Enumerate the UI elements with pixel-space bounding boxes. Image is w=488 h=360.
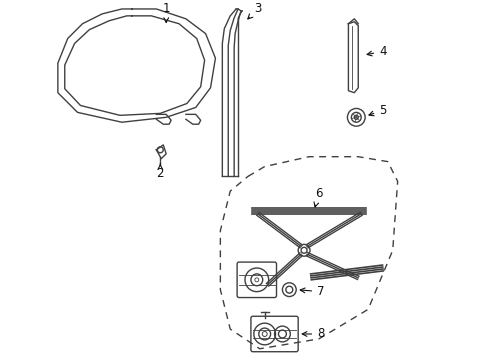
Text: 7: 7 <box>300 285 324 298</box>
Text: 4: 4 <box>366 45 386 58</box>
Text: 6: 6 <box>313 186 322 207</box>
Text: 8: 8 <box>302 328 324 341</box>
Text: 5: 5 <box>368 104 386 117</box>
Text: 2: 2 <box>156 164 163 180</box>
Text: 1: 1 <box>162 3 170 22</box>
Text: 3: 3 <box>247 3 261 19</box>
